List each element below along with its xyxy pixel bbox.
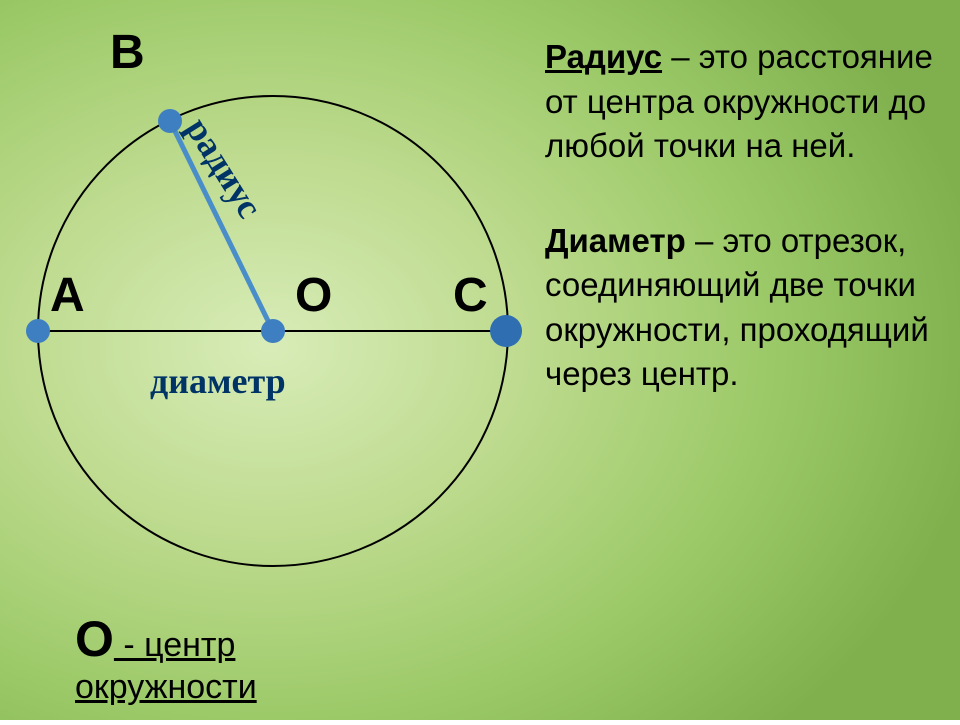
circle-diagram: А В О С радиус диаметр О - центр окружно… xyxy=(0,0,530,720)
diameter-definition: Диаметр – это отрезок, соединяющий две т… xyxy=(545,219,950,397)
label-c: С xyxy=(453,268,488,323)
label-b: В xyxy=(110,25,145,80)
definitions-column: Радиус – это расстояние от центра окружн… xyxy=(545,35,950,442)
radius-definition: Радиус – это расстояние от центра окружн… xyxy=(545,35,950,169)
diameter-term: Диаметр xyxy=(545,222,686,259)
point-a xyxy=(26,319,50,343)
point-c xyxy=(490,315,522,347)
point-b xyxy=(158,109,182,133)
diameter-text-label: диаметр xyxy=(150,360,286,402)
radius-term: Радиус xyxy=(545,38,662,75)
point-o xyxy=(261,319,285,343)
label-a: А xyxy=(50,268,85,323)
label-o: О xyxy=(295,268,332,323)
center-legend: О - центр окружности xyxy=(75,610,375,707)
center-legend-symbol: О xyxy=(75,611,114,667)
